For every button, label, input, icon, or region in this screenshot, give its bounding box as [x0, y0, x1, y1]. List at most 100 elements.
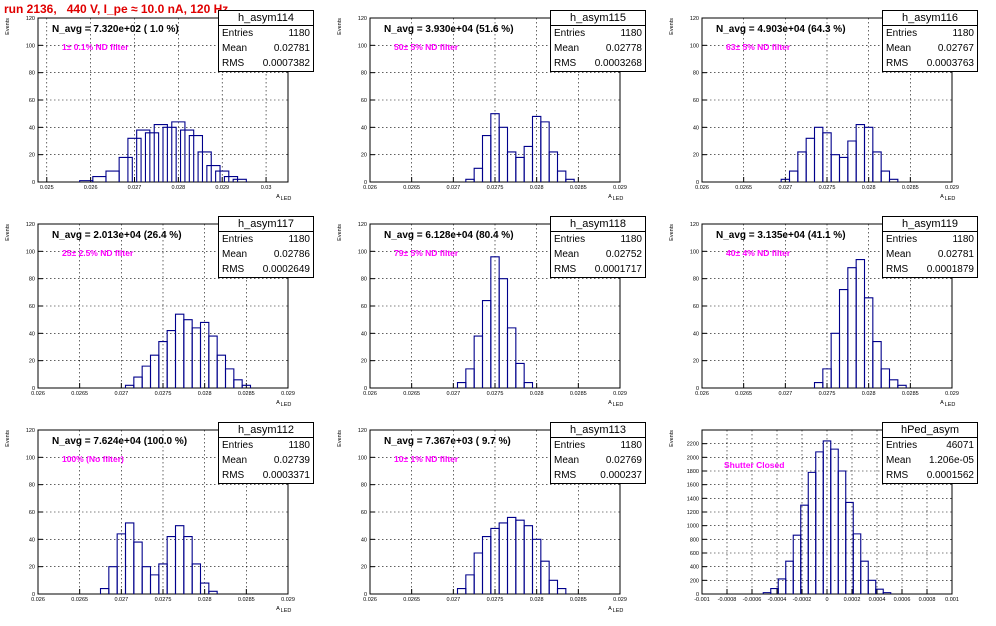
histogram-bin — [548, 579, 559, 594]
y-tick-label: 20 — [693, 153, 699, 159]
y-tick-label: 120 — [26, 428, 35, 434]
y-axis-label: Events — [5, 18, 11, 35]
navg-title: N_avg = 7.624e+04 (100.0 %) — [52, 436, 188, 447]
y-axis-label: Events — [337, 224, 343, 241]
y-tick-label: 100 — [26, 249, 35, 255]
navg-title: N_avg = 6.128e+04 (80.4 %) — [384, 230, 514, 241]
filter-annotation: Shutter Closed — [724, 460, 785, 470]
x-tick-label: 0.028 — [862, 391, 876, 397]
y-tick-label: 1800 — [687, 469, 699, 475]
histogram-name: h_asym113 — [551, 423, 645, 438]
x-tick-label: 0.027 — [446, 597, 460, 603]
stat-row-mean: Mean 0.02781 — [219, 41, 313, 56]
histogram-bin — [872, 340, 882, 388]
histogram-bin — [136, 129, 151, 182]
y-tick-label: 0 — [32, 180, 35, 186]
x-tick-label: 0.028 — [530, 597, 544, 603]
y-tick-label: 800 — [690, 537, 699, 543]
stats-box: h_asym114 Entries 1180 Mean 0.02781 RMS 0.0007… — [218, 10, 314, 72]
y-axis-label: Events — [669, 224, 675, 241]
histogram-bin — [149, 574, 160, 594]
histogram-bin — [183, 536, 193, 594]
stat-label: RMS — [222, 470, 245, 481]
x-tick-label: 0.028 — [862, 185, 876, 191]
x-tick-label: -0.0002 — [793, 597, 812, 603]
x-axis-label-sub: LED — [613, 608, 624, 614]
histogram-bin — [830, 154, 841, 182]
x-axis-label-sub: LED — [945, 196, 956, 202]
stat-row-mean: Mean 0.02739 — [219, 453, 313, 468]
stat-row-rms: RMS 0.0003268 — [551, 56, 645, 71]
x-tick-label: 0.029 — [281, 391, 295, 397]
histogram-bin — [141, 566, 152, 594]
histogram-bin — [523, 145, 534, 182]
x-tick-label: 0.027 — [446, 391, 460, 397]
histogram-bin — [206, 165, 221, 182]
y-tick-label: 20 — [29, 153, 35, 159]
histogram-bin — [141, 365, 152, 388]
histogram-bin — [166, 330, 177, 388]
y-tick-label: 1600 — [687, 483, 699, 489]
filter-annotation: 10± 1% ND filter — [394, 454, 459, 464]
y-tick-label: 80 — [361, 483, 367, 489]
stat-row-mean: Mean 0.02781 — [883, 247, 977, 262]
y-tick-label: 80 — [29, 483, 35, 489]
y-tick-label: 120 — [358, 16, 367, 22]
histogram-name: h_asym117 — [219, 217, 313, 232]
histogram-bin — [498, 522, 509, 594]
y-axis-label: Events — [337, 430, 343, 447]
histogram-bin — [199, 582, 210, 594]
histogram-name: h_asym115 — [551, 11, 645, 26]
y-tick-label: 0 — [364, 386, 367, 392]
x-axis-label: A — [608, 194, 612, 200]
stat-label: RMS — [554, 264, 577, 275]
histogram-panel-h_asym114: 0.025 0.026 0.027 0.028 0.029 0.03 0 20 40 60 80 10… — [0, 8, 330, 214]
stat-label: Entries — [222, 234, 254, 245]
histogram-bin — [144, 132, 160, 182]
filter-annotation: 40± 4% ND filter — [726, 248, 791, 258]
stat-value: 0.02781 — [937, 249, 974, 260]
filter-annotation: 50± 5% ND filter — [394, 42, 459, 52]
histogram-panel-h_asym113: 0.026 0.0265 0.027 0.0275 0.028 0.0285 0.029 0 2… — [332, 420, 662, 626]
x-tick-label: 0.026 — [363, 185, 377, 191]
y-axis-label: Events — [669, 18, 675, 35]
x-axis-label: A — [940, 194, 944, 200]
stat-label: RMS — [886, 470, 909, 481]
y-tick-label: 40 — [361, 537, 367, 543]
histogram-bin — [897, 384, 907, 388]
histogram-bin — [815, 451, 824, 594]
y-tick-label: 0 — [696, 592, 699, 598]
stat-row-entries: Entries 1180 — [551, 26, 645, 41]
x-tick-label: 0.026 — [695, 185, 709, 191]
histogram-bin — [838, 156, 849, 182]
stat-value: 0.0003763 — [926, 58, 974, 69]
y-tick-label: 60 — [29, 98, 35, 104]
x-axis-label: A — [940, 400, 944, 406]
x-tick-label: 0.0265 — [735, 391, 752, 397]
x-tick-label: 0.026 — [31, 597, 45, 603]
histogram-bin — [216, 354, 227, 388]
y-axis-label: Events — [337, 18, 343, 35]
x-tick-label: 0.029 — [613, 597, 627, 603]
stat-label: Entries — [886, 234, 918, 245]
x-tick-label: 0.026 — [31, 391, 45, 397]
histogram-bin — [888, 178, 899, 182]
histogram-bin — [208, 335, 218, 388]
x-tick-label: 0.028 — [198, 597, 212, 603]
stat-label: Mean — [886, 455, 912, 466]
histogram-bin — [506, 151, 517, 182]
x-tick-label: 0.0285 — [902, 391, 919, 397]
y-tick-label: 40 — [693, 125, 699, 131]
y-tick-label: 2000 — [687, 455, 699, 461]
x-tick-label: 0.029 — [613, 185, 627, 191]
stat-label: RMS — [554, 470, 577, 481]
x-tick-label: 0.0006 — [894, 597, 911, 603]
stats-box: h_asym117 Entries 1180 Mean 0.02786 RMS 0.0002… — [218, 216, 314, 278]
x-axis-label-sub: LED — [613, 196, 624, 202]
histogram-name: hPed_asym — [883, 423, 977, 438]
x-tick-label: 0.0275 — [487, 391, 504, 397]
y-tick-label: 120 — [690, 222, 699, 228]
filter-annotation: 1± 0.1% ND filter — [62, 42, 129, 52]
stat-value: 1.206e-05 — [928, 455, 974, 466]
filter-annotation: 63± 5% ND filter — [726, 42, 791, 52]
